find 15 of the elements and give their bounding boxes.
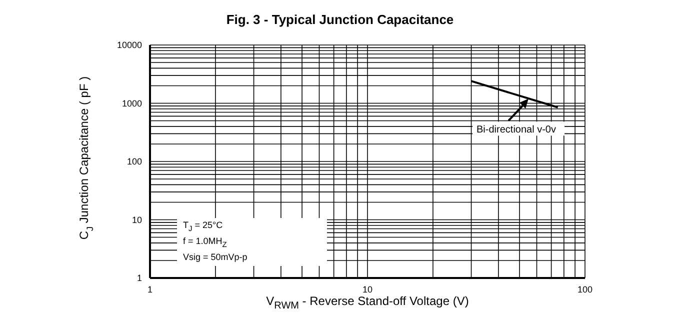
annotation: Vsig = 50mVp-p [183, 250, 248, 263]
annotation: f = 1.0MH$_{Z}$ [183, 234, 228, 251]
y-tick-label: 10000 [116, 40, 142, 50]
x-tick-label: 10 [362, 284, 373, 294]
chart-title: Fig. 3 - Typical Junction Capacitance [225, 12, 455, 27]
note-box: T$_{J}$ = 25°C f = 1.0MH$_{Z}$ Vsig = 50mVp-p [177, 218, 327, 266]
x-axis-title: V$_{RWM}$ - Reverse Stand-off Voltage (V) [265, 294, 470, 312]
x-tick-label: 100 [577, 284, 593, 294]
annotation: T$_{J}$ = 25°C [183, 219, 224, 235]
y-tick-label: 1 [136, 273, 142, 284]
annotation: Bi-directional v-0v [476, 124, 556, 136]
x-tick-label: 1 [147, 284, 153, 294]
y-tick-label: 1000 [122, 98, 142, 108]
y-tick-label: 10 [132, 214, 142, 225]
y-tick-label: 100 [126, 156, 142, 167]
